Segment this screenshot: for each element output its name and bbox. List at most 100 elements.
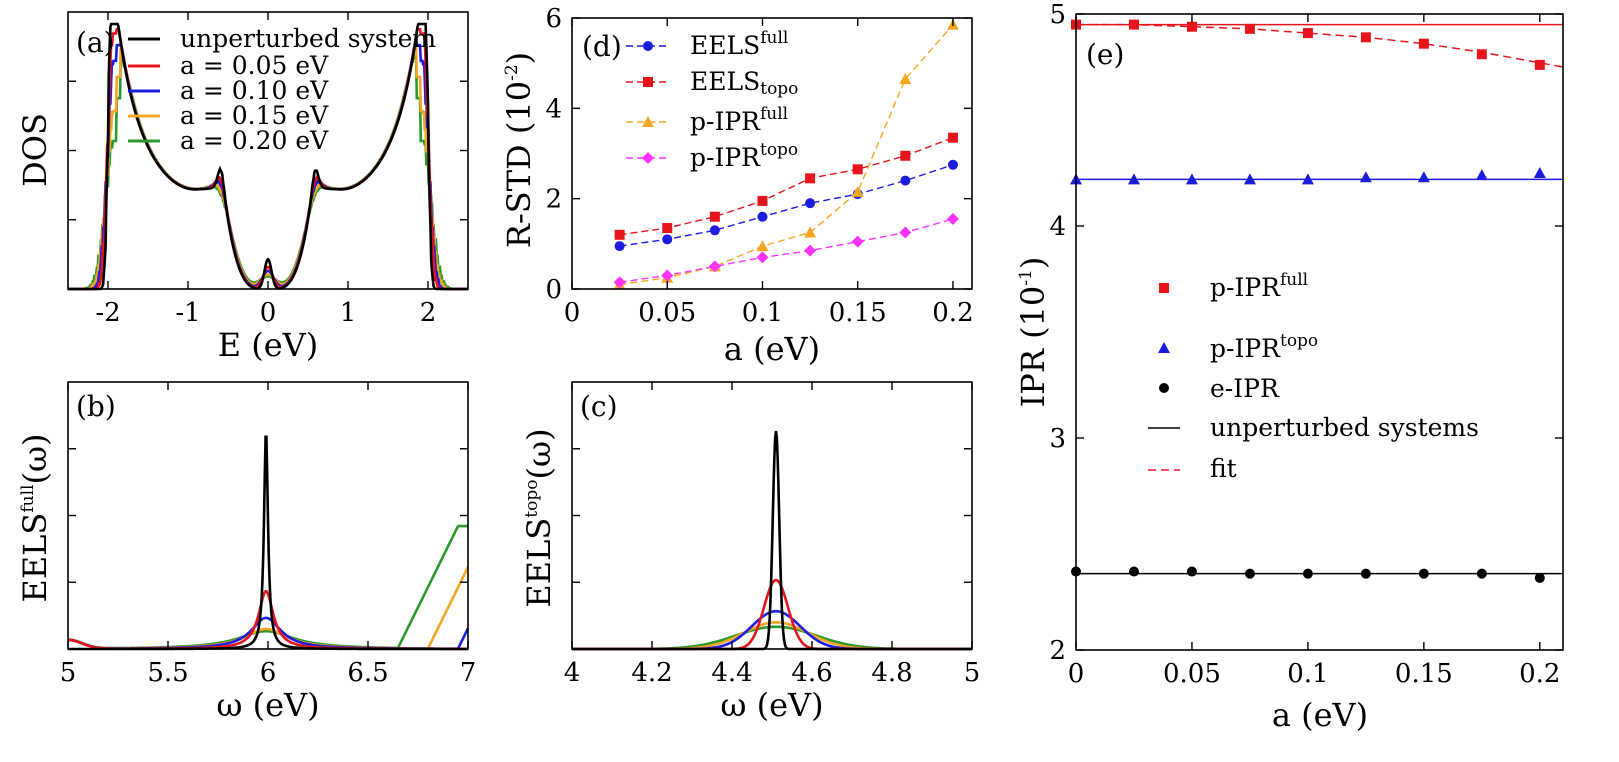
legend-d-marker-p-ipr-topo [642,152,654,164]
legend-d-eels-full-sup: full [760,28,788,48]
panel-b-xtick-label: 6 [260,658,277,688]
legend-e-pipr-full: p-IPRfull [1210,270,1308,302]
legend-e-eipr: e-IPR [1210,374,1280,403]
panel-e-label: (e) [1086,38,1124,71]
panel-c-ylabel-sup: topo [522,479,542,517]
panel-e-frame [1075,13,1564,651]
rstd-point-p-ipr-full [899,72,912,84]
ipr-point-e-ipr [1244,568,1255,579]
panel-d-ticks: 0 0.05 0.1 0.15 0.2 0 2 4 6 [545,4,973,328]
legend-label-a010: a = 0.10 eV [180,76,329,105]
legend-e-fit: fit [1210,454,1237,483]
ipr-point-e-ipr [1128,566,1139,577]
panel-b-xtick-label: 5 [60,658,77,688]
panel-a-curves [68,22,468,291]
legend-label-a020: a = 0.20 eV [180,126,329,155]
panel-e-ytick-label: 3 [1049,424,1066,454]
ipr-point-e-ipr [1418,568,1429,579]
legend-d-pipr-full: p-IPRfull [690,104,788,136]
rstd-point-p-ipr-topo [661,269,674,282]
panel-a: -2 -1 0 1 2 (a) E (eV) DOS unperturbed syste… [16,11,469,364]
panel-d-ytick-label: 6 [545,4,562,34]
panel-d: 0 0.05 0.1 0.15 0.2 0 2 4 6 (d) a (eV) R-STD (10… [500,4,974,368]
rstd-point-p-ipr-full [756,240,769,252]
rstd-point-eels-topo [900,150,911,161]
panel-d-xtick-label: 0.05 [638,298,696,328]
panel-e: 0 0.05 0.1 0.15 0.2 2 3 4 5 (e) a (eV) IPR (10-1… [1014,0,1564,734]
legend-e-marker-p-ipr-full [1159,283,1169,293]
panel-e-xtick-label: 0.1 [1287,659,1328,689]
panel-c-label: (c) [580,390,618,423]
panel-b-ylabel-tail: (ω) [16,433,54,484]
panel-d-xtick-label: 0.2 [932,298,973,328]
panel-d-xtick-label: 0 [564,298,581,328]
ipr-point-p-ipr-topo [1417,171,1430,183]
panel-a-xtick-label: 2 [420,298,437,328]
fit-curve [1076,23,1564,68]
rstd-point-p-ipr-topo [899,226,912,239]
ipr-point-p-ipr-full [1418,38,1429,49]
ipr-point-p-ipr-full [1476,49,1487,60]
panel-b-xtick-label: 6.5 [347,658,388,688]
ipr-point-p-ipr-topo [1127,173,1140,185]
legend-e-marker-e-ipr [1159,383,1169,393]
panel-d-label: (d) [582,30,622,63]
panel-c: 4 4.2 4.4 4.6 4.8 5 (c) ω (eV) EELStopo(ω) [520,381,980,724]
rstd-point-p-ipr-topo [756,251,769,264]
panel-d-frame [571,17,973,290]
legend-e-pipr-topo-sup: topo [1280,331,1318,351]
panel-e-plot [1070,19,1564,583]
rstd-point-eels-full [757,211,768,222]
ipr-point-p-ipr-topo [1185,173,1198,185]
ipr-point-e-ipr [1302,568,1313,579]
panel-d-plot [613,18,959,290]
panel-c-ylabel-tail: (ω) [520,428,558,479]
legend-d-eels-topo-main: EELS [690,67,760,96]
ipr-point-p-ipr-full [1128,19,1139,30]
ipr-point-p-ipr-full [1244,23,1255,34]
rstd-point-eels-topo [805,173,816,184]
panel-e-ylabel-tail: ) [1014,257,1052,269]
panel-e-xtick-label: 0.15 [1395,659,1453,689]
panel-e-legend: p-IPRfull p-IPRtopo e-IPR unperturbed sy… [1148,270,1479,483]
legend-e-pipr-full-main: p-IPR [1210,273,1281,302]
panel-d-ylabel-tail: ) [500,52,538,64]
panel-e-ylabel-main: IPR (10 [1014,286,1052,408]
panel-d-ylabel: R-STD (10-2) [500,52,538,248]
dos-curve-unperturbed-system [68,22,468,291]
panel-e-xtick-label: 0 [1068,659,1085,689]
rstd-point-p-ipr-topo [851,235,864,248]
panel-e-xtick-label: 0.2 [1519,659,1560,689]
ipr-point-p-ipr-full [1534,59,1545,70]
rstd-point-eels-full [709,225,720,236]
ipr-point-p-ipr-full [1360,32,1371,43]
panel-b-label: (b) [76,390,116,423]
rstd-point-p-ipr-full [851,185,864,197]
panel-b-ylabel-sup: full [18,485,38,513]
legend-e-marker-p-ipr-topo [1158,342,1170,353]
panel-d-ylabel-main: R-STD (10 [500,81,538,248]
panel-b-ylabel: EELSfull(ω) [16,433,54,602]
legend-d-pipr-topo-sup: topo [760,140,798,160]
legend-e-pipr-topo-main: p-IPR [1210,334,1281,363]
panel-b-ylabel-main: EELS [16,513,54,603]
rstd-point-eels-topo [662,223,673,234]
panel-e-ytick-label: 2 [1049,636,1066,666]
rstd-point-p-ipr-topo [708,260,721,273]
rstd-point-eels-topo [852,164,863,175]
legend-d-eels-topo: EELStopo [690,67,798,99]
panel-e-ticks: 0 0.05 0.1 0.15 0.2 2 3 4 5 [1049,0,1563,689]
rstd-point-p-ipr-full [804,226,817,238]
rstd-point-eels-full [662,234,673,245]
panel-d-xlabel: a (eV) [724,330,820,368]
ipr-point-p-ipr-topo [1359,171,1372,183]
panel-b-xtick-label: 7 [460,658,477,688]
legend-d-pipr-topo-main: p-IPR [690,143,761,172]
panel-e-xtick-label: 0.05 [1163,659,1221,689]
rstd-point-p-ipr-topo [613,276,626,289]
rstd-line-eels-full [619,164,954,247]
legend-d-marker-p-ipr-full [642,116,654,127]
rstd-point-eels-topo [947,132,958,143]
ipr-point-e-ipr [1476,568,1487,579]
